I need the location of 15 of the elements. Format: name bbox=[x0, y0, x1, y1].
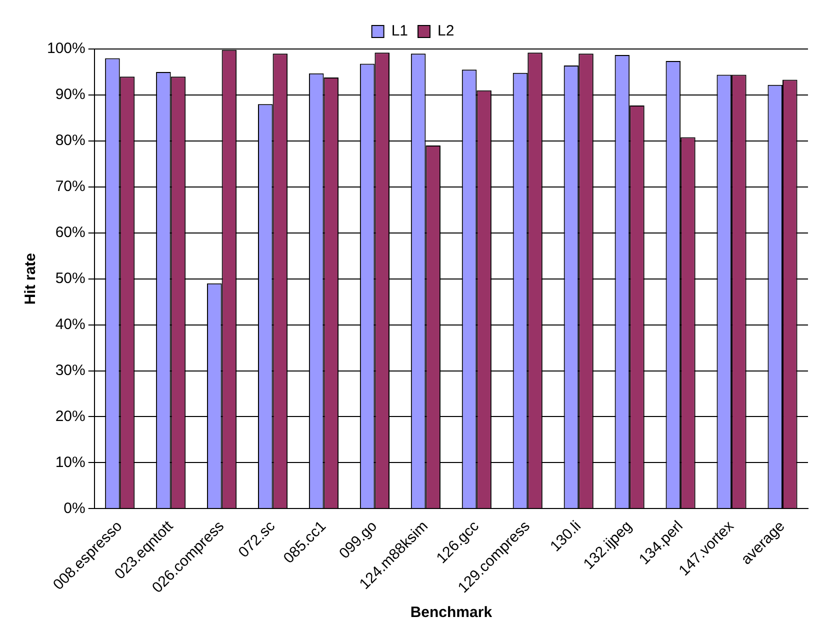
y-tick-label: 40% bbox=[55, 316, 86, 333]
y-tick-label: 0% bbox=[64, 500, 86, 517]
legend-label: L1 bbox=[391, 22, 408, 40]
y-tick-label: 50% bbox=[55, 270, 86, 287]
y-tick-label: 10% bbox=[55, 454, 86, 471]
y-tick-label: 70% bbox=[55, 178, 86, 196]
y-axis-title: Hit rate bbox=[22, 252, 40, 305]
y-tick-label: 20% bbox=[55, 408, 86, 425]
y-tick-label: 30% bbox=[55, 362, 86, 379]
y-tick-label: 80% bbox=[55, 132, 86, 150]
y-tick-label: 100% bbox=[46, 40, 86, 58]
legend-label: L2 bbox=[438, 22, 454, 40]
x-axis-title: Benchmark bbox=[410, 604, 493, 622]
y-tick-label: 60% bbox=[55, 224, 86, 241]
y-tick-label: 90% bbox=[55, 86, 86, 104]
